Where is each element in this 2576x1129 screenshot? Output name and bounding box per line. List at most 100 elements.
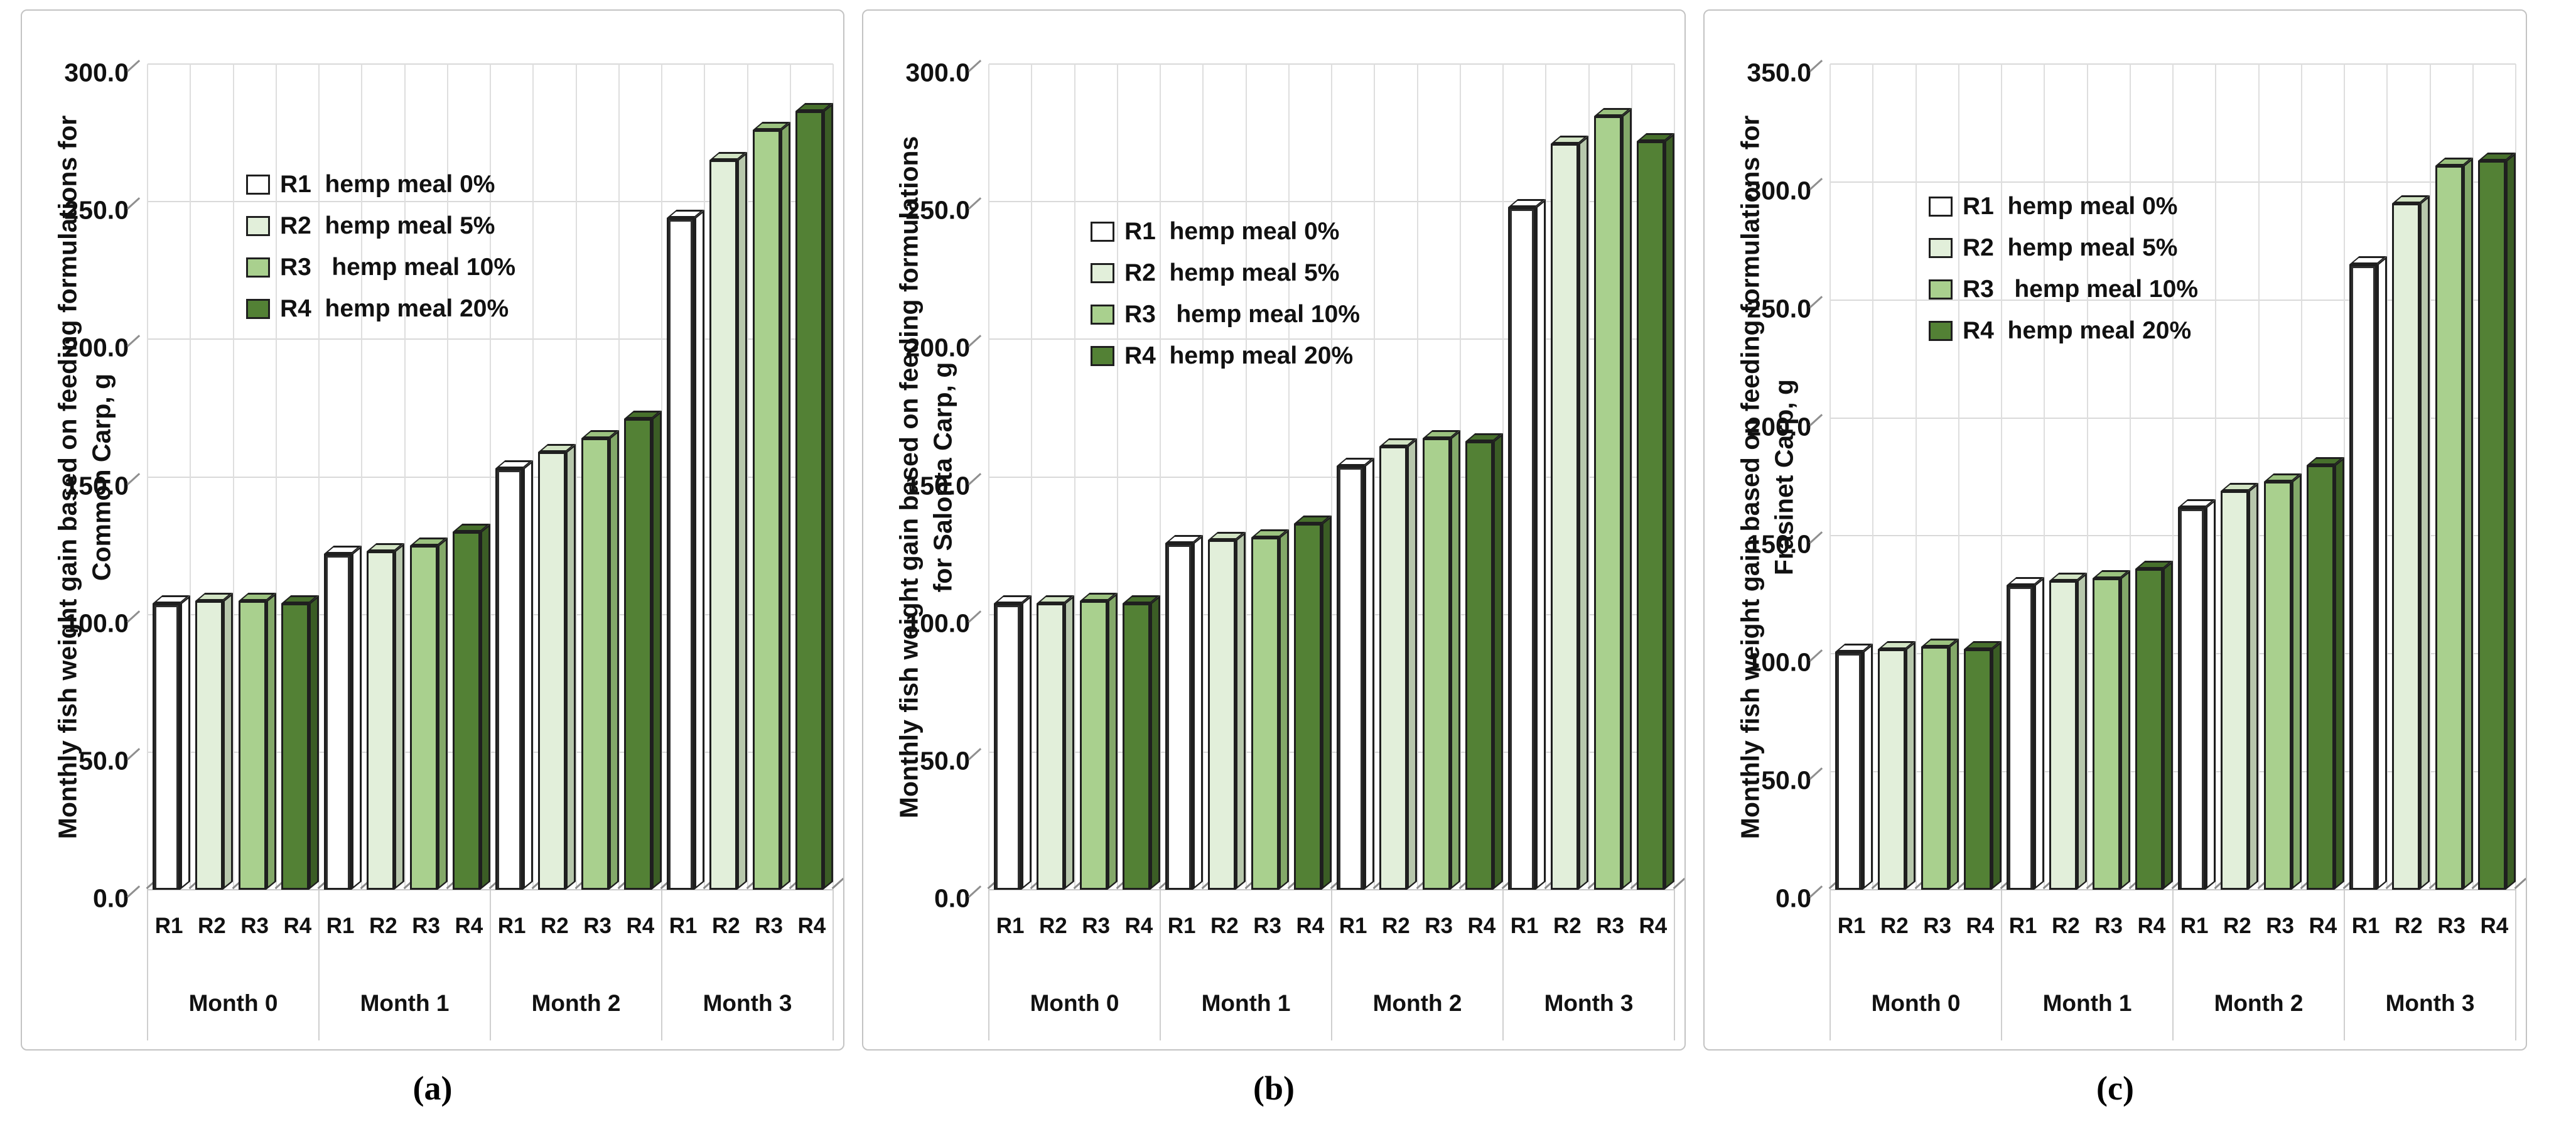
bar-month1-R4: [1293, 516, 1332, 890]
month-label: Month 3: [1544, 990, 1634, 1016]
gridline-vertical: [1958, 64, 1959, 890]
gridline-vertical: [789, 64, 791, 890]
legend-label: R1 hemp meal 0%: [1124, 218, 1340, 245]
y-tick-mark: [1809, 767, 1823, 780]
bar-front-face: [2349, 264, 2378, 890]
y-tick-label: 150.0: [64, 471, 129, 500]
plot-area-frasinet-carp: 350.0 300.0 250.0 200.0 150.0 100.0 50.0 0.0 R1 R…: [1705, 11, 2526, 1049]
y-tick-mark: [126, 335, 141, 348]
gridline-vertical: [446, 64, 448, 890]
month-separator: [661, 890, 662, 1040]
bar-side-face: [1492, 433, 1503, 890]
legend-swatch-icon: [1091, 222, 1114, 242]
category-label: R3: [2437, 914, 2466, 938]
gridline-vertical: [2386, 64, 2388, 890]
category-label: R1: [154, 914, 183, 938]
bar-side-face: [1278, 529, 1289, 890]
category-label: R3: [240, 914, 269, 938]
bar-month1-R3: [2092, 570, 2130, 890]
y-tick-label: 250.0: [64, 195, 129, 225]
bar-front-face: [2435, 165, 2463, 890]
bar-month2-R3: [1422, 430, 1460, 890]
category-label: R2: [1880, 914, 1909, 938]
legend-swatch-icon: [1929, 279, 1953, 300]
category-label: R4: [455, 914, 483, 938]
bar-side-face: [2291, 473, 2302, 890]
legend-swatch-icon: [1929, 238, 1953, 258]
gridline-vertical: [404, 64, 406, 890]
bar-side-face: [1450, 430, 1460, 890]
category-label: R4: [1966, 914, 1995, 938]
bar-front-face: [452, 532, 480, 890]
bar-month0-R1: [994, 595, 1032, 890]
bar-month1-R4: [2135, 561, 2173, 890]
category-label: R3: [2094, 914, 2123, 938]
bar-front-face: [1465, 441, 1493, 890]
bar-front-face: [1251, 537, 1279, 890]
y-tick-label: 250.0: [905, 195, 970, 225]
bar-side-face: [566, 444, 576, 890]
bar-month0-R3: [1079, 592, 1118, 890]
gridline-vertical: [361, 64, 363, 890]
bar-month1-R3: [409, 537, 448, 890]
bar-front-face: [409, 546, 438, 890]
category-label: R1: [2351, 914, 2380, 938]
bar-front-face: [1379, 446, 1408, 890]
legend-swatch-icon: [1091, 263, 1114, 283]
bar-month3-R4: [2477, 153, 2516, 890]
legend: R1 hemp meal 0% R2 hemp meal 5% R3 hemp me…: [1929, 193, 2198, 345]
bar-front-face: [2135, 569, 2163, 890]
bar-month0-R4: [1122, 595, 1160, 890]
category-label: R2: [2052, 914, 2080, 938]
y-tick-label: 250.0: [1747, 294, 1811, 323]
plot-area-common-carp: 300.0 250.0 200.0 150.0 100.0 50.0 0.0 R1 R2 R3 R4…: [22, 11, 843, 1049]
bar-side-face: [266, 592, 276, 890]
gridline-vertical: [661, 64, 662, 890]
bar-front-face: [1963, 649, 1991, 890]
y-tick-label: 100.0: [905, 608, 970, 638]
gridline-vertical: [1674, 64, 1675, 890]
gridline-vertical: [1830, 64, 1831, 890]
bar-front-face: [2477, 161, 2506, 890]
category-label: R1: [2008, 914, 2037, 938]
gridline-vertical: [2429, 64, 2431, 890]
y-tick-label: 200.0: [64, 333, 129, 362]
bar-month1-R2: [1208, 532, 1246, 890]
bar-month3-R2: [1551, 136, 1589, 890]
bar-side-face: [1536, 198, 1546, 890]
bar-side-face: [1407, 438, 1418, 890]
bar-month2-R3: [2263, 473, 2302, 890]
category-label: R4: [1467, 914, 1496, 938]
category-label: R1: [1510, 914, 1539, 938]
x-axis-line: [1830, 889, 2516, 890]
gridline-vertical: [2472, 64, 2474, 890]
gridline-vertical: [190, 64, 191, 890]
bar-front-face: [1293, 524, 1322, 890]
bar-side-face: [437, 537, 448, 890]
legend-label: R3 hemp meal 10%: [1124, 301, 1360, 328]
bar-front-face: [1835, 651, 1863, 890]
bar-side-face: [2334, 456, 2344, 890]
y-tick-label: 0.0: [934, 883, 970, 913]
bar-month2-R1: [2178, 499, 2216, 890]
bar-month3-R1: [2349, 256, 2388, 890]
gridline-vertical: [1288, 64, 1290, 890]
bar-month0-R2: [1878, 640, 1916, 890]
bar-side-face: [2248, 483, 2259, 890]
gridline-vertical: [1160, 64, 1161, 890]
bar-side-face: [694, 210, 705, 890]
month-label: Month 2: [1372, 990, 1462, 1016]
bar-front-face: [994, 603, 1022, 890]
category-label: R4: [2137, 914, 2166, 938]
category-label: R3: [1596, 914, 1624, 938]
y-tick-mark: [1809, 649, 1823, 662]
gridline-vertical: [704, 64, 706, 890]
bar-front-face: [1208, 540, 1236, 890]
category-label: R4: [1124, 914, 1153, 938]
subfigure-caption-a: (a): [412, 1069, 453, 1107]
bar-front-face: [324, 554, 352, 890]
bar-front-face: [752, 130, 780, 890]
gridline-vertical: [1116, 64, 1118, 890]
legend-label: R4 hemp meal 20%: [1124, 342, 1354, 369]
